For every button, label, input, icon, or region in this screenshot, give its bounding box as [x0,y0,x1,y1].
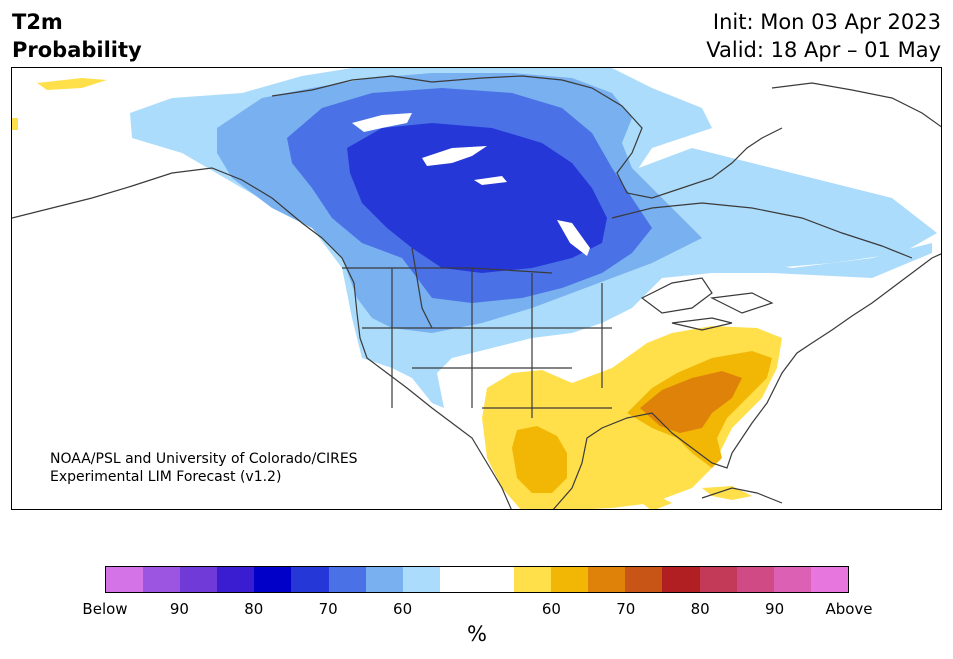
colorbar-tick-label: 70 [318,600,338,618]
colorbar-tick-label: Below [82,600,128,618]
lake-shape [557,220,590,256]
lake-shape [474,176,507,185]
valid-range: Valid: 18 Apr – 01 May [706,38,941,62]
lake-shape [352,113,412,132]
colorbar-segment [439,567,477,592]
colorbar-tick-label: 60 [393,600,413,618]
colorbar-segment [180,567,218,592]
colorbar-segment [328,567,366,592]
lake-shape [422,146,487,166]
init-date: Init: Mon 03 Apr 2023 [712,10,941,34]
colorbar-segment [106,567,144,592]
colorbar-segment [588,567,626,592]
colorbar-tick-label: 60 [541,600,561,618]
above-60-speck [642,498,672,509]
colorbar-segment [254,567,292,592]
colorbar-segment [402,567,440,592]
colorbar-segment [662,567,700,592]
colorbar-segment [736,567,774,592]
above-70-region [512,426,567,493]
map-title: T2m Probability [12,8,142,64]
colorbar-segment [773,567,811,592]
colorbar-unit-label: % [467,622,487,646]
colorbar-segment [143,567,181,592]
colorbar-tick-label: 70 [616,600,636,618]
above-60-speck [37,78,107,90]
colorbar-segment [625,567,663,592]
title-line-variable: T2m [12,10,63,34]
credit-line-model: Experimental LIM Forecast (v1.2) [50,469,282,485]
coastlines [12,75,941,509]
colorbar-segment [810,567,848,592]
colorbar-tick-label: 90 [765,600,785,618]
colorbar-tick-label: 80 [244,600,264,618]
credit-text: NOAA/PSL and University of Colorado/CIRE… [50,450,358,486]
colorbar-tick-label: 80 [690,600,710,618]
colorbar-segment [365,567,403,592]
colorbar-segment [476,567,515,592]
above-60-speck [702,486,752,500]
colorbar-tick-label: 90 [169,600,189,618]
colorbar-segment [217,567,255,592]
colorbar-segment [291,567,329,592]
colorbar-segment [699,567,737,592]
title-line-type: Probability [12,38,142,62]
above-60-speck [12,118,18,130]
credit-line-org: NOAA/PSL and University of Colorado/CIRE… [50,451,358,467]
probability-map: NOAA/PSL and University of Colorado/CIRE… [11,67,942,510]
colorbar-tick-label: Above [825,600,873,618]
probability-colorbar [105,566,849,593]
map-canvas [12,68,941,509]
above-80-region [640,371,742,433]
forecast-dates: Init: Mon 03 Apr 2023 Valid: 18 Apr – 01… [706,8,941,64]
colorbar-segment [514,567,552,592]
colorbar-segment [551,567,589,592]
below-90-region [347,123,607,273]
